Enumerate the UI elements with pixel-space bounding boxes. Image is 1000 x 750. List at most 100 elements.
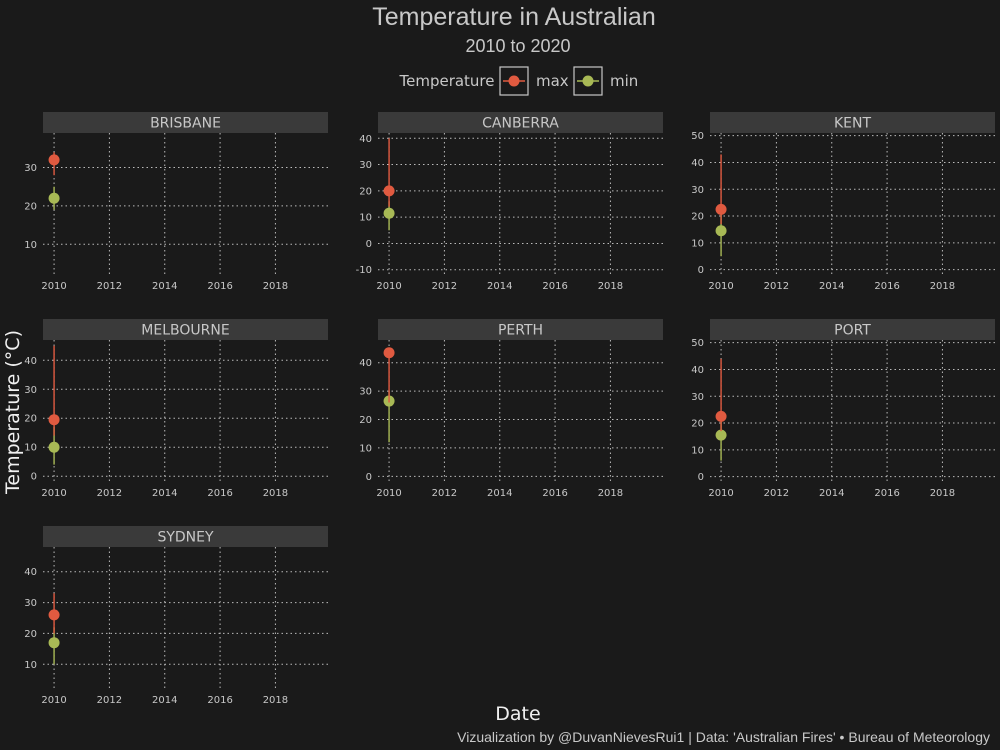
series-max — [48, 152, 60, 176]
facet-brisbane: BRISBANE 10 20 30 2010 2012 2014 2016 2018 — [24, 112, 328, 292]
y-tick-label: 40 — [359, 134, 372, 145]
x-tick-label: 2016 — [207, 281, 232, 292]
y-tick-label: 20 — [691, 419, 704, 430]
data-point-min — [715, 225, 727, 237]
y-tick-label: 20 — [24, 201, 37, 212]
x-tick-label: 2012 — [764, 281, 789, 292]
data-point-max — [383, 347, 395, 359]
facet-kent: KENT 0 10 20 30 40 50 2010 2012 2014 2016 2018 — [691, 112, 995, 292]
y-tick-label: 20 — [24, 629, 37, 640]
y-tick-label: 0 — [698, 472, 704, 483]
y-tick-label: 20 — [359, 186, 372, 197]
x-tick-label: 2016 — [207, 695, 232, 706]
data-point-min — [48, 192, 60, 204]
x-tick-label: 2010 — [41, 488, 66, 499]
series-max — [715, 358, 727, 432]
y-tick-label: 30 — [691, 392, 704, 403]
x-tick-label: 2014 — [819, 488, 844, 499]
y-tick-label: 30 — [359, 387, 372, 398]
x-tick-label: 2014 — [487, 281, 512, 292]
series-max — [48, 593, 60, 634]
facet-strip — [378, 112, 663, 133]
facet-strip-label: KENT — [834, 116, 871, 132]
y-tick-label: 10 — [691, 238, 704, 249]
x-tick-label: 2018 — [930, 281, 955, 292]
data-point-max — [48, 609, 60, 621]
x-tick-label: 2012 — [97, 695, 122, 706]
chart-caption: Vizualization by @DuvanNievesRui1 | Data… — [457, 729, 990, 745]
data-point-max — [715, 203, 727, 215]
data-point-max — [48, 414, 60, 426]
x-tick-label: 2010 — [376, 281, 401, 292]
series-max — [383, 347, 395, 403]
facet-port: PORT 0 10 20 30 40 50 2010 2012 2014 2016 2018 — [691, 319, 995, 499]
y-tick-label: 0 — [698, 265, 704, 276]
chart-subtitle: 2010 to 2020 — [465, 36, 570, 56]
data-point-max — [48, 154, 60, 166]
x-tick-label: 2018 — [263, 281, 288, 292]
legend: Temperature max min — [398, 66, 638, 96]
y-tick-label: 40 — [691, 365, 704, 376]
y-tick-label: 40 — [359, 358, 372, 369]
facet-strip — [43, 526, 328, 547]
series-max — [715, 154, 727, 225]
x-tick-label: 2016 — [542, 281, 567, 292]
y-tick-label: 0 — [31, 472, 37, 483]
facet-strip — [378, 319, 663, 340]
x-tick-label: 2010 — [41, 695, 66, 706]
x-tick-label: 2018 — [263, 695, 288, 706]
x-tick-label: 2012 — [432, 281, 457, 292]
facet-perth: PERTH 0 10 20 30 40 2010 2012 2014 2016 2018 — [359, 319, 663, 499]
series-max — [48, 345, 60, 436]
y-tick-label: 30 — [359, 160, 372, 171]
data-point-min — [48, 637, 60, 649]
y-tick-label: 10 — [691, 445, 704, 456]
data-point-max — [715, 410, 727, 422]
x-tick-label: 2018 — [930, 488, 955, 499]
y-tick-label: 30 — [24, 163, 37, 174]
x-tick-label: 2010 — [708, 488, 733, 499]
y-tick-label: -10 — [356, 265, 372, 276]
legend-label-max: max — [536, 72, 569, 90]
x-tick-label: 2014 — [152, 695, 177, 706]
data-point-max — [383, 185, 395, 197]
x-tick-label: 2010 — [41, 281, 66, 292]
y-tick-label: 10 — [24, 240, 37, 251]
facet-strip-label: SYDNEY — [157, 530, 214, 546]
y-tick-label: 40 — [24, 567, 37, 578]
x-tick-label: 2016 — [207, 488, 232, 499]
legend-item-min: min — [573, 66, 638, 96]
y-tick-label: 30 — [24, 598, 37, 609]
series-min — [48, 186, 60, 210]
x-tick-label: 2018 — [598, 281, 623, 292]
legend-title: Temperature — [398, 72, 494, 90]
x-tick-label: 2012 — [97, 281, 122, 292]
x-tick-label: 2012 — [432, 488, 457, 499]
legend-key-point — [508, 75, 520, 87]
x-tick-label: 2014 — [487, 488, 512, 499]
x-tick-label: 2014 — [152, 488, 177, 499]
legend-key-point — [582, 75, 594, 87]
y-tick-label: 50 — [691, 338, 704, 349]
facet-strip-label: CANBERRA — [482, 116, 559, 132]
facet-sydney: SYDNEY 10 20 30 40 2010 2012 2014 2016 2018 — [24, 526, 328, 706]
x-tick-label: 2012 — [97, 488, 122, 499]
x-tick-label: 2018 — [598, 488, 623, 499]
facet-melbourne: MELBOURNE 0 10 20 30 40 2010 2012 2014 2016 2018 — [24, 319, 328, 499]
facet-strip — [43, 319, 328, 340]
x-tick-label: 2014 — [152, 281, 177, 292]
y-tick-label: 40 — [691, 158, 704, 169]
facet-canberra: CANBERRA -10 0 10 20 30 40 2010 2012 2014 2016 2018 — [356, 112, 663, 292]
y-tick-label: 20 — [691, 212, 704, 223]
y-tick-label: 20 — [359, 415, 372, 426]
facet-strip-label: PORT — [834, 323, 871, 339]
x-tick-label: 2018 — [263, 488, 288, 499]
y-tick-label: 30 — [691, 185, 704, 196]
legend-label-min: min — [610, 72, 638, 90]
x-tick-label: 2016 — [874, 488, 899, 499]
x-tick-label: 2014 — [819, 281, 844, 292]
data-point-min — [715, 429, 727, 441]
x-tick-label: 2012 — [764, 488, 789, 499]
facet-strip-label: PERTH — [498, 323, 543, 339]
y-tick-label: 0 — [366, 239, 372, 250]
